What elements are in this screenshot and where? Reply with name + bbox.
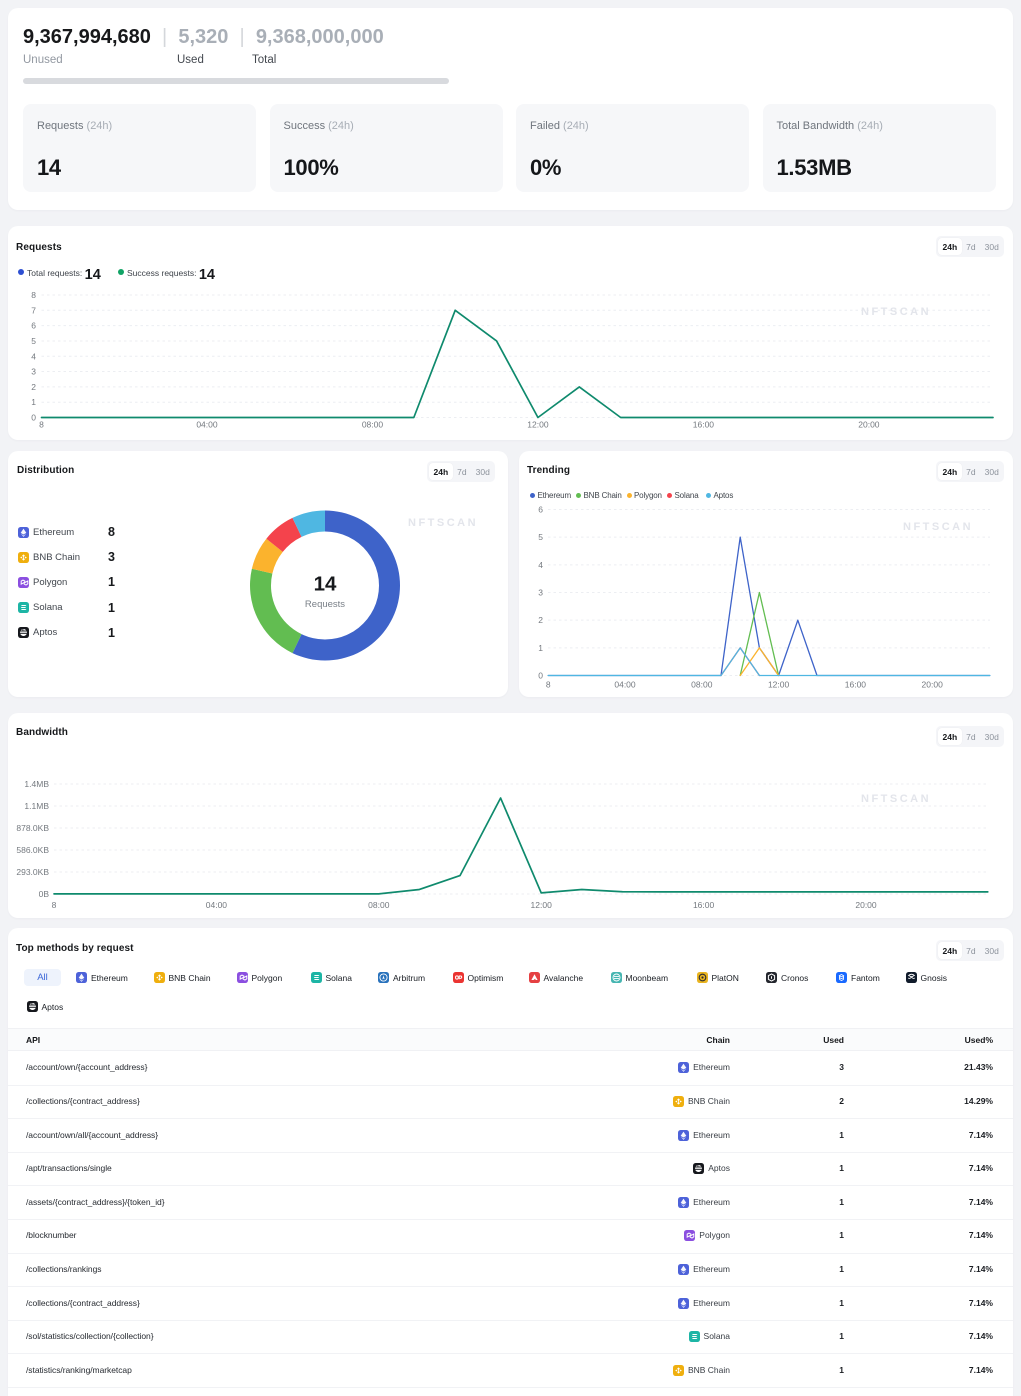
svg-text:2: 2 — [31, 382, 36, 392]
svg-text:2: 2 — [538, 615, 543, 625]
svg-text:04:00: 04:00 — [196, 419, 218, 429]
svg-text:08:00: 08:00 — [691, 679, 713, 689]
svg-text:7: 7 — [31, 305, 36, 315]
svg-text:1.4MB: 1.4MB — [24, 779, 49, 789]
svg-text:8: 8 — [52, 900, 57, 910]
svg-text:20:00: 20:00 — [858, 419, 880, 429]
svg-text:3: 3 — [31, 367, 36, 377]
svg-text:3: 3 — [538, 588, 543, 598]
svg-text:6: 6 — [538, 505, 543, 515]
svg-text:08:00: 08:00 — [362, 419, 384, 429]
svg-text:4: 4 — [31, 351, 36, 361]
svg-text:08:00: 08:00 — [368, 900, 390, 910]
svg-text:16:00: 16:00 — [693, 419, 715, 429]
svg-text:12:00: 12:00 — [768, 679, 790, 689]
svg-text:5: 5 — [538, 532, 543, 542]
svg-text:20:00: 20:00 — [922, 679, 944, 689]
svg-text:0: 0 — [538, 671, 543, 681]
svg-text:586.0KB: 586.0KB — [16, 845, 49, 855]
svg-text:4: 4 — [538, 560, 543, 570]
svg-text:0B: 0B — [39, 889, 50, 899]
svg-text:16:00: 16:00 — [693, 900, 715, 910]
svg-text:0: 0 — [31, 413, 36, 423]
svg-text:12:00: 12:00 — [527, 419, 549, 429]
svg-text:12:00: 12:00 — [531, 900, 553, 910]
svg-text:8: 8 — [39, 419, 44, 429]
svg-text:1: 1 — [538, 643, 543, 653]
svg-text:04:00: 04:00 — [614, 679, 636, 689]
svg-text:8: 8 — [546, 679, 551, 689]
svg-text:1: 1 — [31, 397, 36, 407]
svg-text:293.0KB: 293.0KB — [16, 867, 49, 877]
svg-text:14: 14 — [314, 573, 337, 596]
svg-text:5: 5 — [31, 336, 36, 346]
svg-text:8: 8 — [31, 290, 36, 300]
svg-text:878.0KB: 878.0KB — [16, 823, 49, 833]
svg-text:04:00: 04:00 — [206, 900, 228, 910]
svg-text:20:00: 20:00 — [855, 900, 877, 910]
svg-text:6: 6 — [31, 321, 36, 331]
svg-text:Requests: Requests — [305, 599, 345, 610]
svg-text:1.1MB: 1.1MB — [24, 801, 49, 811]
svg-text:16:00: 16:00 — [845, 679, 867, 689]
